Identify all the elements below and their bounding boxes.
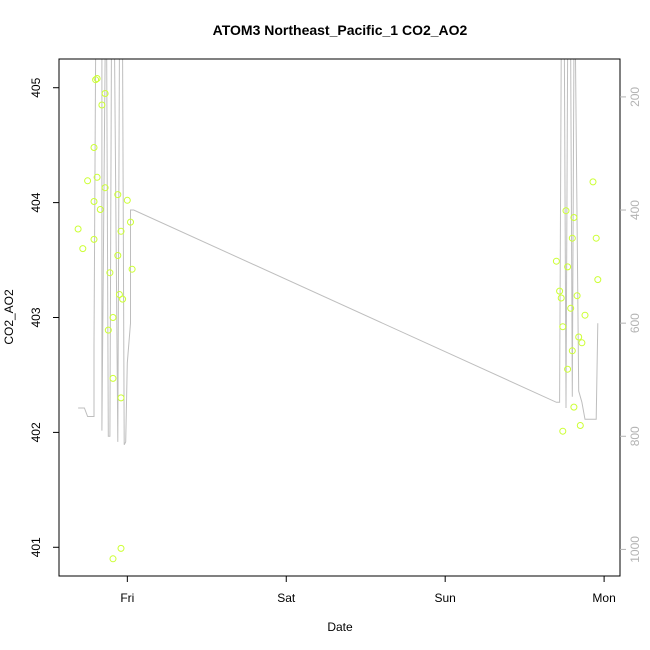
x-axis-label: Date — [327, 620, 353, 634]
data-point — [564, 365, 572, 373]
data-point — [559, 427, 567, 435]
data-point — [90, 144, 98, 151]
data-point — [575, 333, 583, 341]
data-point — [109, 555, 117, 563]
series-line-layer — [78, 59, 599, 446]
y-tick-label: 403 — [29, 307, 43, 327]
data-point — [128, 265, 136, 273]
data-point — [106, 269, 114, 277]
x-tick-label: Mon — [592, 591, 615, 605]
data-point — [581, 311, 589, 319]
data-point — [564, 263, 572, 271]
series-point-layer — [74, 75, 602, 563]
data-point — [90, 198, 98, 205]
data-point — [119, 295, 127, 303]
x-tick-label: Sun — [435, 591, 456, 605]
data-point — [92, 76, 100, 84]
data-point — [570, 403, 578, 411]
plot-frame — [58, 58, 621, 577]
data-point — [556, 287, 564, 295]
y-tick-label: 402 — [29, 422, 43, 442]
y2-tick-label: 800 — [628, 426, 642, 446]
series-line — [78, 59, 599, 446]
y2-tick-label: 200 — [628, 87, 642, 107]
data-point — [101, 90, 109, 97]
data-point — [109, 314, 117, 321]
x-axis: Fri Sat Sun Mon — [120, 576, 616, 605]
y-axis-right: 200 400 600 800 1000 — [620, 87, 642, 563]
data-point — [109, 374, 117, 382]
y2-tick-label: 400 — [628, 200, 642, 220]
data-point — [114, 191, 122, 199]
chart-title: ATOM3 Northeast_Pacific_1 CO2_AO2 — [213, 22, 468, 38]
data-point — [562, 207, 570, 215]
data-point — [567, 304, 575, 312]
data-point — [576, 422, 584, 429]
y-tick-label: 405 — [29, 77, 43, 97]
data-point — [117, 544, 125, 552]
data-point — [79, 245, 87, 253]
data-point — [559, 323, 567, 331]
data-point — [117, 227, 125, 235]
data-point — [592, 234, 600, 242]
y-tick-label: 404 — [29, 192, 43, 212]
data-point — [117, 394, 125, 402]
x-tick-label: Sat — [277, 591, 296, 605]
y2-tick-label: 1000 — [628, 536, 642, 563]
data-point — [98, 101, 106, 109]
data-point — [90, 235, 98, 243]
data-point — [74, 225, 82, 233]
data-point — [568, 234, 576, 242]
data-point — [96, 206, 104, 213]
data-point — [114, 252, 122, 259]
plot-area — [74, 59, 602, 563]
data-point — [115, 291, 123, 298]
data-point — [127, 218, 134, 226]
y-axis-label: CO2_AO2 — [2, 289, 16, 345]
data-point — [568, 347, 576, 355]
y2-tick-label: 600 — [628, 313, 642, 333]
data-point — [84, 177, 92, 185]
data-point — [573, 292, 581, 300]
data-point — [93, 173, 101, 181]
y-tick-label: 401 — [29, 537, 43, 557]
data-point — [594, 276, 602, 284]
data-point — [589, 178, 597, 186]
data-point — [101, 184, 109, 192]
data-point — [123, 196, 131, 204]
data-point — [570, 214, 578, 221]
data-point — [93, 75, 101, 82]
data-point — [557, 294, 565, 302]
y-axis-left: 401 402 403 404 405 — [29, 77, 59, 557]
data-point — [552, 257, 560, 265]
x-tick-label: Fri — [120, 591, 134, 605]
data-point — [578, 339, 586, 347]
data-point — [104, 326, 112, 334]
